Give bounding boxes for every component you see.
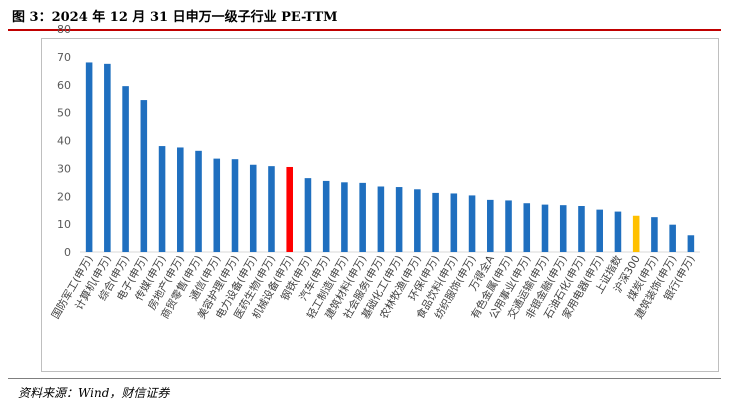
bar [268, 166, 275, 252]
bar [377, 186, 385, 252]
bar [669, 224, 676, 252]
bar [596, 209, 603, 252]
bar [322, 180, 330, 252]
bar [85, 62, 93, 253]
title-rule [8, 29, 721, 31]
source-rule [8, 378, 721, 379]
bar [468, 195, 476, 252]
bar [158, 146, 166, 252]
bar [231, 159, 239, 252]
bar [304, 178, 312, 252]
bar [578, 206, 585, 252]
bar [249, 164, 257, 252]
bar [632, 215, 640, 252]
bar [395, 187, 403, 252]
bars [85, 62, 695, 253]
bar [505, 200, 512, 252]
bar [341, 182, 348, 252]
source-note: 资料来源：Wind，财信证券 [18, 386, 170, 400]
bar [523, 203, 531, 252]
bar [414, 189, 421, 252]
figure-title: 图 3：2024 年 12 月 31 日申万一级子行业 PE-TTM [12, 10, 338, 25]
bar [687, 235, 695, 252]
bar [359, 182, 366, 252]
y-tick-label: 10 [57, 218, 71, 231]
category-labels: 国防军工(申万)计算机(申万)综合(申万)电子(申万)传媒(申万)房地产(申万)… [49, 252, 698, 321]
y-tick-label: 50 [57, 107, 71, 120]
bar [614, 211, 622, 252]
bar [541, 204, 549, 252]
bar [213, 158, 221, 252]
y-tick-label: 80 [57, 23, 71, 36]
bar [487, 199, 494, 252]
chart-frame [41, 38, 719, 372]
y-tick-label: 20 [57, 190, 71, 203]
bar [122, 86, 129, 252]
bar [651, 217, 658, 252]
bar [104, 63, 111, 252]
bar [140, 100, 148, 252]
y-tick-label: 30 [57, 162, 71, 175]
bar [450, 193, 458, 252]
y-tick-label: 40 [57, 135, 71, 148]
bar [195, 150, 202, 252]
bar [559, 205, 567, 252]
bar [432, 192, 439, 252]
y-tick-label: 0 [64, 246, 71, 259]
y-tick-label: 60 [57, 79, 71, 92]
y-axis-ticks: 0 10 20 30 40 50 60 70 80 [57, 23, 71, 259]
bar [286, 166, 293, 252]
y-tick-label: 70 [57, 51, 71, 64]
bar [177, 147, 184, 252]
